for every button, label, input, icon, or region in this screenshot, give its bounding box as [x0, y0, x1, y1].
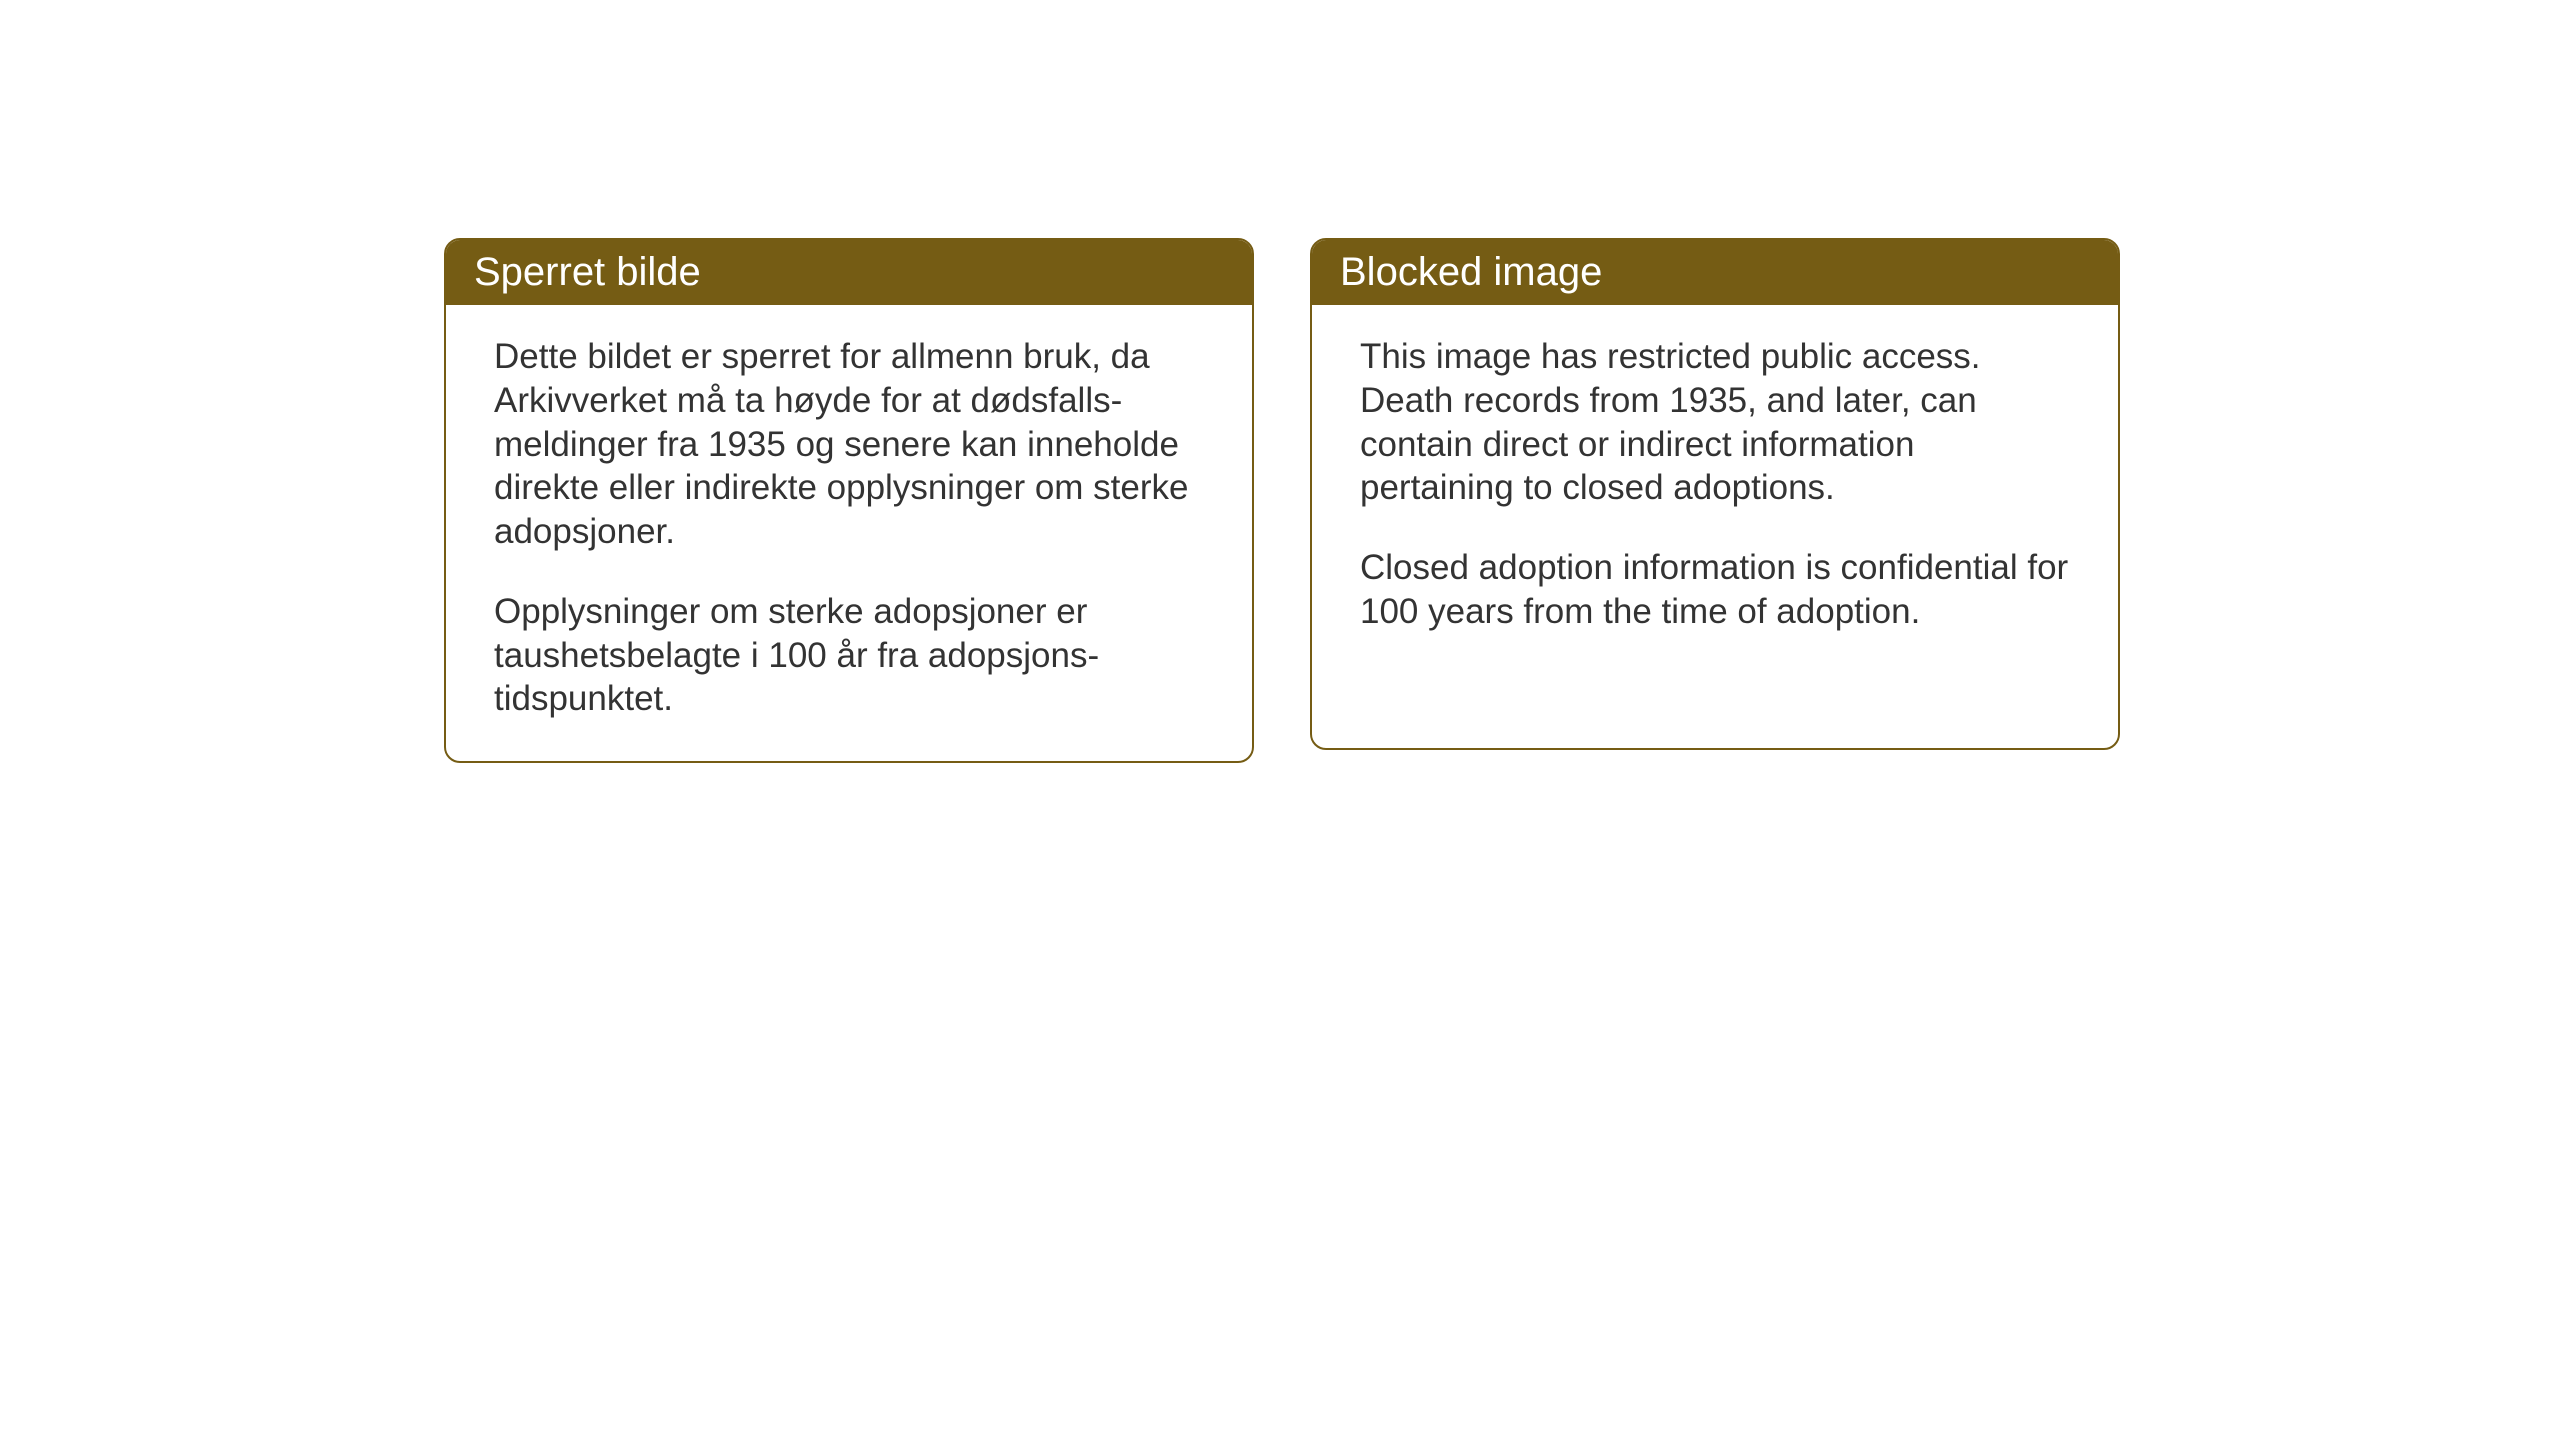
card-paragraph: This image has restricted public access.… [1360, 335, 2070, 510]
card-paragraph: Dette bildet er sperret for allmenn bruk… [494, 335, 1204, 554]
notice-container: Sperret bilde Dette bildet er sperret fo… [444, 238, 2120, 763]
card-body-english: This image has restricted public access.… [1312, 305, 2118, 674]
card-body-norwegian: Dette bildet er sperret for allmenn bruk… [446, 305, 1252, 761]
notice-card-norwegian: Sperret bilde Dette bildet er sperret fo… [444, 238, 1254, 763]
card-title-english: Blocked image [1312, 240, 2118, 305]
card-title-norwegian: Sperret bilde [446, 240, 1252, 305]
notice-card-english: Blocked image This image has restricted … [1310, 238, 2120, 750]
card-paragraph: Closed adoption information is confident… [1360, 546, 2070, 634]
card-paragraph: Opplysninger om sterke adopsjoner er tau… [494, 590, 1204, 721]
